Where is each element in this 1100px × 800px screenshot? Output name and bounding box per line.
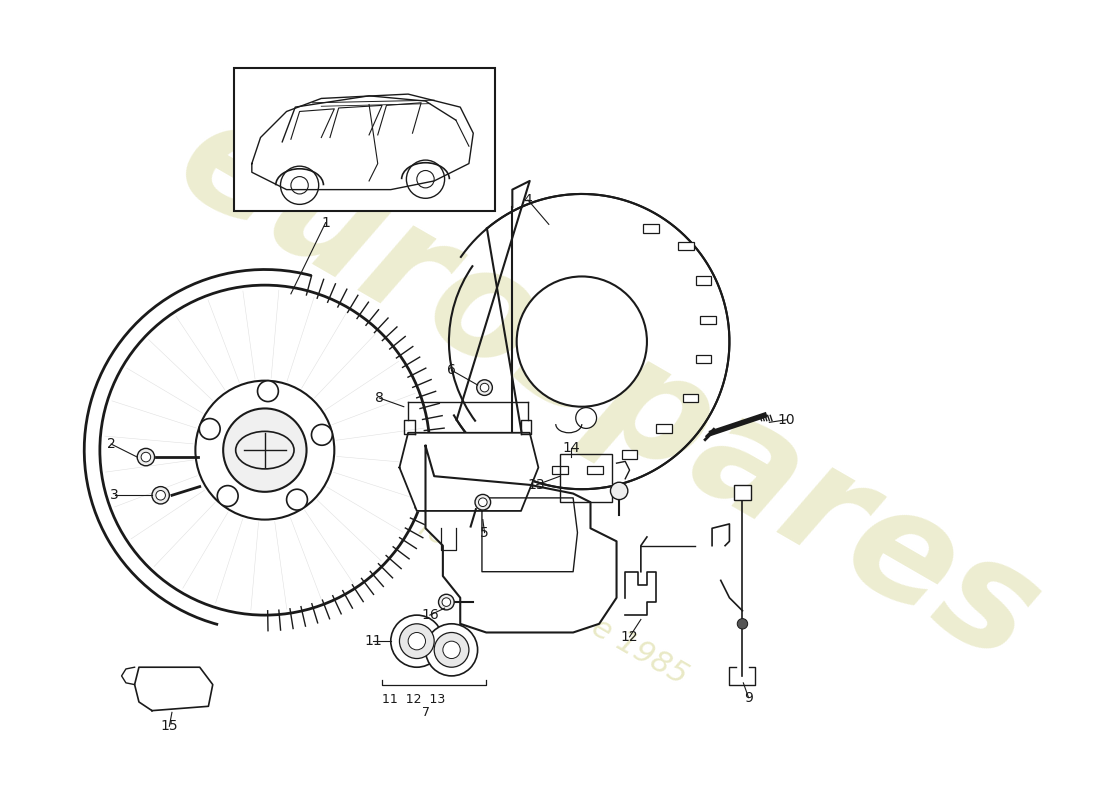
FancyBboxPatch shape bbox=[695, 354, 712, 363]
Circle shape bbox=[478, 498, 487, 506]
FancyBboxPatch shape bbox=[682, 394, 698, 402]
Text: 16: 16 bbox=[421, 608, 439, 622]
Bar bbox=[734, 485, 751, 501]
Circle shape bbox=[434, 633, 469, 667]
FancyBboxPatch shape bbox=[679, 242, 694, 250]
Circle shape bbox=[443, 641, 460, 658]
Circle shape bbox=[257, 381, 278, 402]
FancyBboxPatch shape bbox=[700, 315, 715, 324]
Text: 1: 1 bbox=[321, 216, 330, 230]
Polygon shape bbox=[399, 433, 538, 511]
Text: 2: 2 bbox=[107, 437, 116, 451]
Circle shape bbox=[439, 594, 454, 610]
Text: 12: 12 bbox=[620, 630, 638, 644]
FancyBboxPatch shape bbox=[587, 466, 603, 474]
Circle shape bbox=[399, 624, 435, 658]
Text: 6: 6 bbox=[447, 363, 456, 378]
Circle shape bbox=[100, 285, 430, 615]
Text: 8: 8 bbox=[375, 391, 384, 405]
Text: a passion for parts since 1985: a passion for parts since 1985 bbox=[279, 435, 693, 691]
Text: 9: 9 bbox=[744, 690, 754, 705]
FancyBboxPatch shape bbox=[644, 224, 659, 233]
Circle shape bbox=[517, 277, 647, 406]
Text: 11  12  13: 11 12 13 bbox=[382, 694, 446, 706]
Text: 15: 15 bbox=[161, 719, 178, 734]
Circle shape bbox=[311, 425, 332, 446]
Circle shape bbox=[737, 618, 748, 629]
Polygon shape bbox=[625, 572, 656, 615]
Circle shape bbox=[218, 486, 238, 506]
Circle shape bbox=[408, 633, 426, 650]
Circle shape bbox=[199, 418, 220, 439]
Polygon shape bbox=[134, 667, 212, 710]
FancyBboxPatch shape bbox=[657, 424, 672, 433]
Polygon shape bbox=[426, 446, 616, 633]
Circle shape bbox=[426, 624, 477, 676]
FancyBboxPatch shape bbox=[621, 450, 637, 459]
FancyBboxPatch shape bbox=[695, 277, 712, 285]
Text: 11: 11 bbox=[364, 634, 383, 648]
Text: 4: 4 bbox=[524, 193, 532, 207]
Circle shape bbox=[156, 490, 165, 500]
Text: 3: 3 bbox=[110, 488, 119, 502]
FancyBboxPatch shape bbox=[552, 466, 568, 474]
Circle shape bbox=[476, 380, 493, 395]
Bar bbox=[560, 454, 613, 502]
Circle shape bbox=[475, 494, 491, 510]
Text: 5: 5 bbox=[481, 526, 488, 540]
Circle shape bbox=[481, 383, 488, 392]
Circle shape bbox=[196, 381, 334, 519]
Circle shape bbox=[390, 615, 443, 667]
Circle shape bbox=[141, 452, 151, 462]
Circle shape bbox=[442, 598, 451, 606]
Text: 10: 10 bbox=[778, 413, 795, 426]
Circle shape bbox=[138, 448, 155, 466]
Text: 7: 7 bbox=[421, 706, 429, 719]
Circle shape bbox=[610, 482, 628, 500]
Text: eurospares: eurospares bbox=[152, 83, 1064, 695]
Text: 14: 14 bbox=[562, 442, 580, 455]
Circle shape bbox=[287, 490, 307, 510]
Bar bbox=[234, 68, 495, 211]
Text: 13: 13 bbox=[528, 478, 546, 492]
Circle shape bbox=[152, 486, 169, 504]
Circle shape bbox=[223, 409, 307, 492]
